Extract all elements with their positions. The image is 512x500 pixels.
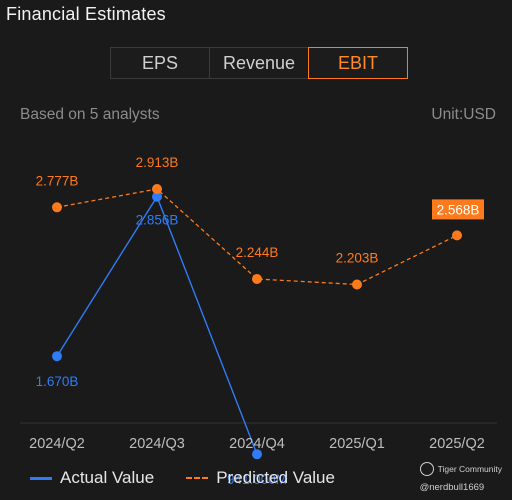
x-tick-label: 2024/Q4	[229, 436, 285, 452]
watermark: Tiger Community @nerdbull1669	[419, 462, 502, 493]
data-point-predicted[interactable]	[152, 184, 162, 194]
legend-label-predicted: Predicted Value	[216, 468, 335, 487]
data-point-predicted[interactable]	[352, 279, 362, 290]
x-tick-label: 2024/Q3	[129, 436, 185, 452]
tab-ebit[interactable]: EBIT	[308, 47, 408, 79]
legend-item-predicted[interactable]: Predicted Value	[186, 468, 335, 488]
data-label-highlight-box	[432, 199, 484, 220]
legend-swatch-predicted	[186, 477, 209, 479]
data-point-predicted[interactable]	[452, 230, 462, 241]
legend: Actual Value Predicted Value	[30, 468, 367, 488]
x-tick-label: 2025/Q2	[429, 436, 485, 452]
tab-eps[interactable]: EPS	[111, 48, 210, 78]
series-line-predicted	[56, 188, 458, 286]
unit-label: Unit:USD	[431, 106, 496, 123]
watermark-brand: Tiger Community	[437, 464, 502, 474]
legend-label-actual: Actual Value	[60, 468, 155, 487]
analyst-count: Based on 5 analysts	[20, 106, 160, 123]
data-label-predicted: 2.244B	[236, 245, 279, 260]
data-point-actual[interactable]	[52, 351, 62, 362]
data-label-predicted: 2.568B	[437, 202, 480, 217]
metric-tabs: EPS Revenue EBIT	[110, 47, 408, 79]
data-label-actual: 1.670B	[36, 374, 79, 389]
data-point-actual[interactable]	[252, 449, 262, 460]
data-label-predicted: 2.777B	[36, 173, 79, 188]
x-tick-label: 2024/Q2	[29, 436, 85, 452]
series-line-actual	[56, 195, 258, 455]
data-point-predicted[interactable]	[52, 202, 62, 213]
data-label-predicted: 2.913B	[136, 155, 179, 170]
watermark-user: @nerdbull1669	[419, 482, 485, 493]
data-label-actual: 941.000M	[227, 472, 287, 487]
data-label-actual: 2.856B	[136, 213, 179, 228]
legend-item-actual[interactable]: Actual Value	[30, 468, 154, 488]
legend-swatch-actual	[30, 476, 52, 480]
data-point-predicted[interactable]	[252, 274, 262, 284]
data-label-predicted: 2.203B	[336, 251, 379, 266]
tiger-community-logo-icon	[419, 462, 434, 476]
page-title: Financial Estimates	[6, 4, 166, 24]
x-tick-label: 2025/Q1	[329, 436, 385, 452]
data-point-actual[interactable]	[152, 191, 162, 202]
